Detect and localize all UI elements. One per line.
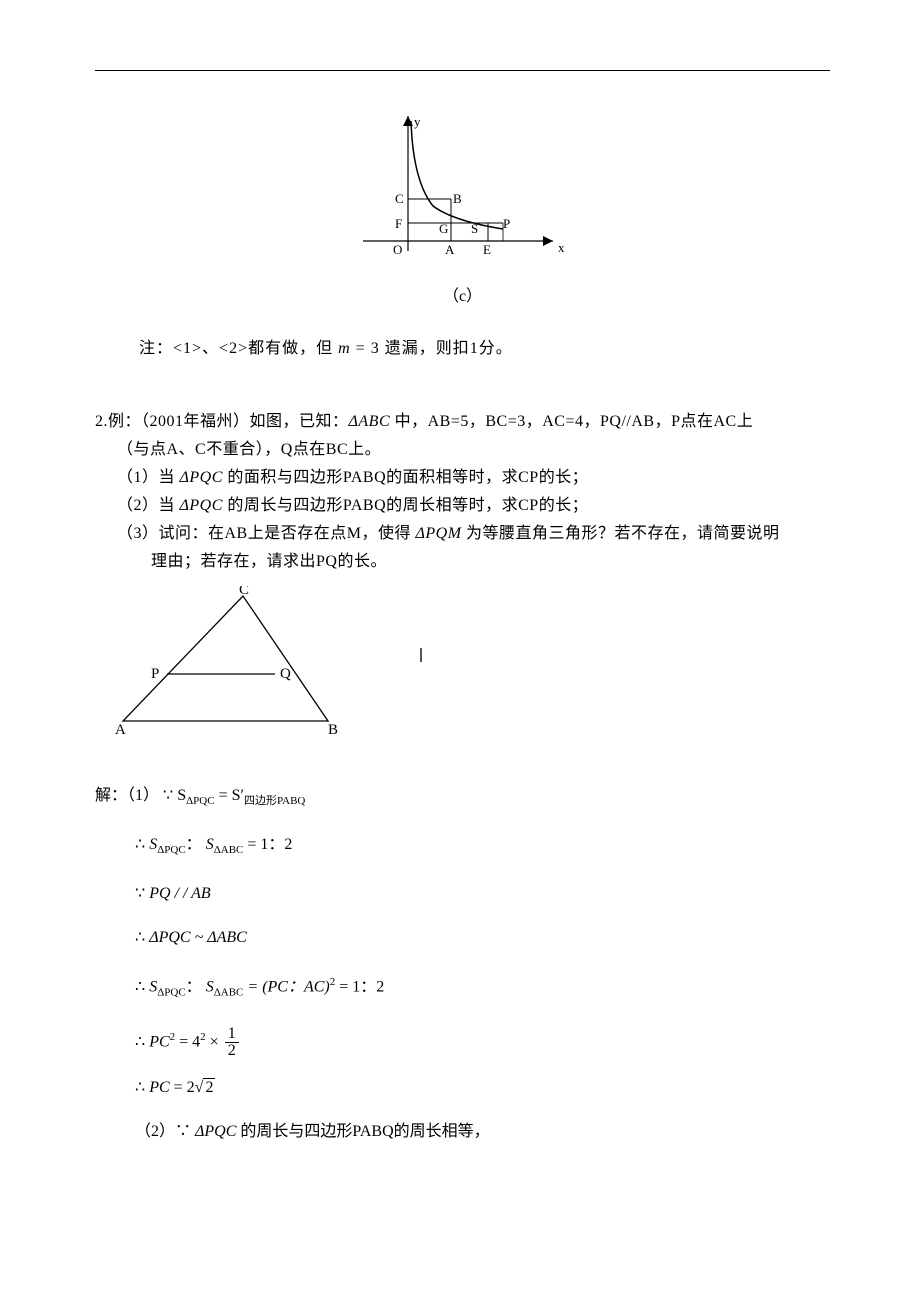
note-var: m xyxy=(338,340,351,357)
question-2: 2. 例：（2001年福州）如图，已知：ΔABC 中，AB=5，BC=3，AC=… xyxy=(95,408,830,576)
p2-tri: ΔPQC xyxy=(195,1123,236,1140)
solution: 解：（1） ∵ SΔPQC = S′四边形PABQ ∴ SΔPQC： SΔABC… xyxy=(95,781,830,1147)
s6-frac-d: 2 xyxy=(225,1043,239,1059)
sol-s5: ∴ SΔPQC： SΔABC = (PC：AC)2 = 1：2 xyxy=(135,967,830,1008)
q2-p1tri: ΔPQC xyxy=(180,469,223,486)
s6-eq: = 4 xyxy=(175,1033,200,1050)
figure-c-caption: （c） xyxy=(95,282,830,306)
s1-S2: S xyxy=(232,787,241,804)
s1-S1: S xyxy=(177,787,186,804)
s5-therefore: ∴ xyxy=(135,979,145,996)
s7-lhs: PC xyxy=(149,1079,169,1096)
label-A: A xyxy=(445,242,455,257)
s1-sub2: 四边形PABQ xyxy=(244,795,305,807)
label-E: E xyxy=(483,242,491,257)
label-y: y xyxy=(414,114,421,129)
s5-sub2: ΔABC xyxy=(214,987,244,999)
tri-P: P xyxy=(151,666,159,682)
s2-sub1: ΔPQC xyxy=(157,844,185,856)
q2-intro2: 中，AB=5，BC=3，AC=4，PQ//AB，P点在AC上 xyxy=(390,413,753,430)
q2-p3b: 为等腰直角三角形？若不存在，请简要说明 xyxy=(462,525,780,542)
s5-sub1: ΔPQC xyxy=(157,987,185,999)
s6-lhs: PC xyxy=(149,1033,169,1050)
note-prefix: 注：<1>、<2>都有做，但 xyxy=(139,340,338,357)
s3-txt: PQ / / AB xyxy=(149,885,210,902)
sol-s7: ∴ PC = 2√2 xyxy=(135,1073,830,1103)
s1-because: ∵ xyxy=(163,787,173,804)
tri-C: C xyxy=(239,586,249,598)
sol-header: 解：（1） xyxy=(95,787,159,804)
p2-tail: 的周长与四边形PABQ的周长相等， xyxy=(236,1123,489,1140)
s7-sqrt: √2 xyxy=(195,1073,216,1103)
q2-p2tri: ΔPQC xyxy=(180,497,223,514)
s2-eq: = 1：2 xyxy=(243,836,292,853)
label-P: P xyxy=(503,216,510,231)
q2-number: 2. xyxy=(95,408,108,436)
figure-c-svg: y x O A E F C B G S P xyxy=(353,111,573,271)
s4-therefore: ∴ xyxy=(135,929,145,946)
s6-therefore: ∴ xyxy=(135,1033,145,1050)
s1-eq: = xyxy=(219,787,232,804)
q2-tri: ΔABC xyxy=(349,413,391,430)
triangle-svg: A B C P Q xyxy=(113,586,353,736)
s2-sub2: ΔABC xyxy=(214,844,244,856)
top-rule xyxy=(95,70,830,71)
label-O: O xyxy=(393,242,402,257)
q2-p3c: 理由；若存在，请求出PQ的长。 xyxy=(151,548,830,576)
q2-p2b: 的周长与四边形PABQ的周长相等时，求CP的长； xyxy=(223,497,588,514)
q2-p3a: （3）试问：在AB上是否存在点M，使得 xyxy=(117,525,415,542)
s2-S2: S xyxy=(206,836,214,853)
s1-sub1: ΔPQC xyxy=(186,795,214,807)
s7-sqrt-arg: 2 xyxy=(203,1078,215,1096)
sol-s2: ∴ SΔPQC： SΔABC = 1：2 xyxy=(135,830,830,865)
sol-s6: ∴ PC2 = 42 × 12 xyxy=(135,1022,830,1059)
s5-eq: = (PC：AC) xyxy=(243,979,329,996)
p2-lead: （2）∵ xyxy=(135,1123,195,1140)
s7-therefore: ∴ xyxy=(135,1079,145,1096)
q2-p3tri: ΔPQM xyxy=(415,525,461,542)
s2-colon: ： xyxy=(186,836,202,853)
tri-B: B xyxy=(328,722,338,736)
sol-s4: ∴ ΔPQC ~ ΔABC xyxy=(135,923,830,953)
s5-tail: = 1：2 xyxy=(335,979,384,996)
s5-S2: S xyxy=(206,979,214,996)
label-G: G xyxy=(439,221,448,236)
label-S: S xyxy=(471,221,478,236)
label-C: C xyxy=(395,191,404,206)
s7-eq: = 2 xyxy=(170,1079,195,1096)
s5-colon: ： xyxy=(186,979,202,996)
label-B: B xyxy=(453,191,462,206)
sol-s3: ∵ PQ / / AB xyxy=(135,879,830,909)
note-eq: = 3 遗漏，则扣1分。 xyxy=(351,340,513,357)
q2-p1a: （1）当 xyxy=(117,469,180,486)
tri-A: A xyxy=(115,722,126,736)
q2-intro1: 例：（2001年福州）如图，已知： xyxy=(108,413,349,430)
tri-Q: Q xyxy=(280,666,291,682)
text-cursor xyxy=(420,648,422,662)
s6-frac-n: 1 xyxy=(225,1026,239,1043)
s2-therefore: ∴ xyxy=(135,836,145,853)
s6-times: × xyxy=(206,1033,223,1050)
figure-triangle: A B C P Q xyxy=(113,586,830,741)
figure-c: y x O A E F C B G S P （c） xyxy=(95,111,830,306)
s3-because: ∵ xyxy=(135,885,145,902)
s4-txt: ΔPQC ~ ΔABC xyxy=(149,929,247,946)
q2-intro3: （与点A、C不重合），Q点在BC上。 xyxy=(117,436,830,464)
s5-S1: S xyxy=(149,979,157,996)
s2-S1: S xyxy=(149,836,157,853)
note-line: 注：<1>、<2>都有做，但 m = 3 遗漏，则扣1分。 xyxy=(139,334,830,358)
s6-frac: 12 xyxy=(225,1026,239,1059)
q2-p2a: （2）当 xyxy=(117,497,180,514)
label-F: F xyxy=(395,216,402,231)
q2-p1b: 的面积与四边形PABQ的面积相等时，求CP的长； xyxy=(223,469,588,486)
label-x: x xyxy=(558,240,565,255)
